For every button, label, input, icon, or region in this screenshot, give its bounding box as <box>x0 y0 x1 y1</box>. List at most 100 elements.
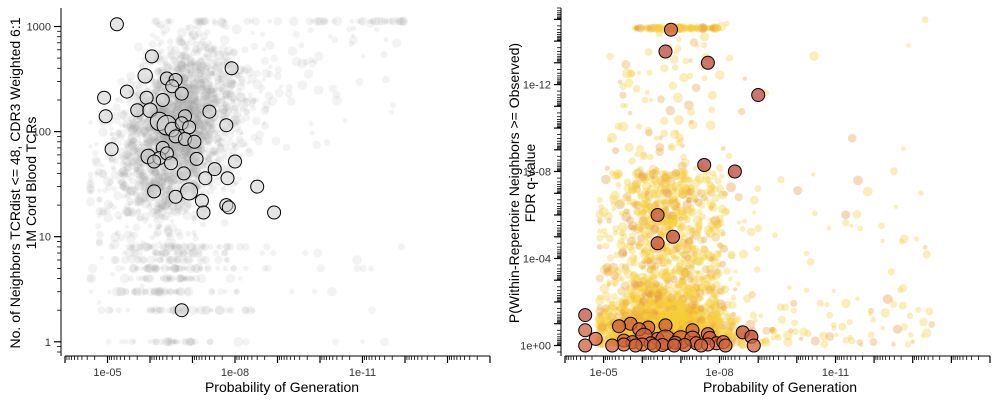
background-point <box>110 136 117 143</box>
background-point <box>736 220 741 225</box>
background-point <box>148 244 155 250</box>
background-point <box>98 170 108 179</box>
background-point <box>158 224 163 229</box>
background-point <box>182 257 188 263</box>
background-point <box>99 255 104 260</box>
background-point <box>151 168 160 176</box>
background-point <box>628 157 636 165</box>
background-point <box>171 107 181 116</box>
background-point <box>219 97 227 105</box>
background-point <box>196 68 202 74</box>
background-point <box>194 86 200 92</box>
background-point <box>705 120 716 131</box>
background-point <box>178 65 186 73</box>
background-point <box>105 183 113 191</box>
background-point <box>240 66 246 72</box>
background-point <box>312 289 317 295</box>
background-point <box>110 272 115 277</box>
background-point <box>278 84 283 89</box>
background-point <box>196 67 201 72</box>
background-point <box>635 123 643 130</box>
background-point <box>211 18 218 25</box>
background-point <box>184 276 189 281</box>
background-point <box>332 16 343 27</box>
background-point <box>838 322 847 331</box>
background-point <box>615 182 622 188</box>
background-point <box>209 82 214 87</box>
background-point <box>178 250 184 256</box>
background-point <box>176 339 182 344</box>
background-point <box>669 144 674 150</box>
background-point <box>699 31 710 42</box>
background-point <box>238 276 243 281</box>
background-point <box>208 127 216 135</box>
background-point <box>228 146 237 155</box>
background-point <box>143 276 148 281</box>
background-point <box>719 260 727 268</box>
background-point <box>150 307 156 313</box>
background-point <box>123 119 133 129</box>
background-point <box>144 86 149 91</box>
highlighted-point <box>224 61 239 76</box>
background-point <box>140 193 150 203</box>
background-point <box>243 142 249 147</box>
background-point <box>646 69 653 76</box>
background-point <box>138 180 149 191</box>
background-point <box>191 36 196 41</box>
background-point <box>157 256 164 264</box>
background-point <box>214 75 224 84</box>
background-point <box>165 205 174 215</box>
background-point <box>612 147 620 155</box>
background-point <box>192 109 200 117</box>
background-point <box>230 264 238 272</box>
background-point <box>221 90 231 100</box>
background-point <box>252 116 261 126</box>
background-point <box>164 17 172 25</box>
background-point <box>147 244 153 250</box>
background-point <box>87 176 94 183</box>
background-point <box>115 307 122 314</box>
background-point <box>825 332 835 341</box>
background-point <box>130 157 140 167</box>
background-point <box>220 219 229 227</box>
background-point <box>131 339 137 345</box>
background-point <box>172 109 179 116</box>
background-point <box>669 54 679 64</box>
background-point <box>145 202 153 210</box>
background-point <box>680 153 687 161</box>
background-point <box>221 52 232 62</box>
background-point <box>220 187 227 193</box>
background-point <box>738 107 746 116</box>
background-point <box>849 223 854 228</box>
background-point <box>168 266 174 271</box>
background-point <box>657 95 665 104</box>
background-point <box>374 26 380 33</box>
background-point <box>320 18 328 25</box>
background-point <box>130 137 137 144</box>
background-point <box>599 283 610 294</box>
right-background-points <box>595 16 936 351</box>
highlighted-point <box>198 171 213 186</box>
background-point <box>632 84 641 93</box>
background-point <box>175 264 183 273</box>
background-point <box>246 80 251 86</box>
background-point <box>170 243 178 251</box>
background-point <box>124 203 131 211</box>
background-point <box>187 61 195 68</box>
background-point <box>164 174 169 180</box>
background-point <box>147 339 153 345</box>
background-point <box>198 69 205 76</box>
background-point <box>206 86 216 95</box>
background-point <box>140 128 149 137</box>
background-point <box>151 169 160 179</box>
background-point <box>346 26 353 33</box>
background-point <box>192 46 203 56</box>
x-tick-label: 1e-08 <box>221 367 249 379</box>
background-point <box>109 132 114 136</box>
background-point <box>627 110 633 116</box>
background-point <box>151 250 156 256</box>
background-point <box>380 51 388 59</box>
background-point <box>92 158 102 168</box>
background-point <box>205 266 210 271</box>
background-point <box>749 195 759 205</box>
